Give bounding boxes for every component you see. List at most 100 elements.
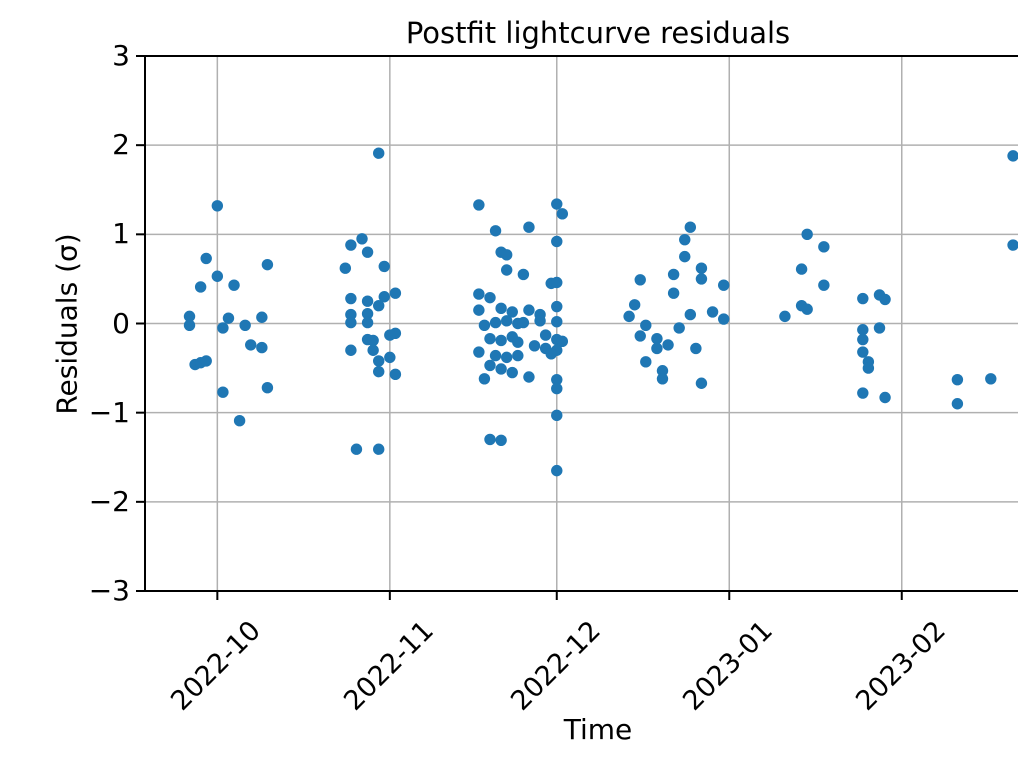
data-point (378, 291, 390, 303)
data-point (350, 443, 363, 455)
lightcurve-residuals-chart: Postfit lightcurve residuals Time Residu… (40, 16, 1018, 762)
data-point (495, 334, 507, 347)
data-point (717, 279, 730, 291)
data-point (373, 365, 385, 378)
data-point (862, 362, 875, 374)
data-point (517, 316, 530, 329)
data-point (200, 355, 212, 367)
data-point (500, 315, 513, 327)
data-point (667, 268, 680, 281)
data-point (373, 299, 385, 312)
data-point (673, 322, 685, 334)
data-point (367, 334, 379, 347)
data-point (345, 344, 357, 356)
data-point (879, 293, 891, 306)
data-point (795, 263, 808, 275)
x-axis-label: Time (563, 713, 633, 746)
data-point (489, 225, 502, 237)
data-point (873, 322, 886, 334)
data-point (523, 304, 535, 316)
data-point (545, 348, 557, 360)
data-point (183, 310, 196, 323)
data-point (484, 359, 496, 372)
data-point (656, 373, 669, 385)
data-point (1007, 150, 1018, 162)
data-point (551, 464, 563, 477)
y-tick-label: 1 (112, 217, 130, 251)
data-point (345, 239, 357, 251)
data-point (345, 316, 357, 329)
data-point (506, 306, 518, 318)
data-point (857, 324, 869, 336)
data-point (679, 250, 691, 263)
data-point (194, 281, 207, 293)
data-point (484, 332, 496, 345)
data-point (857, 346, 869, 358)
data-point (857, 333, 869, 346)
data-point (473, 304, 485, 316)
data-point (1007, 239, 1018, 251)
data-point (695, 377, 708, 389)
data-point (528, 340, 541, 352)
data-point (183, 319, 196, 331)
data-point (345, 292, 357, 305)
data-point (222, 312, 235, 324)
data-point (512, 349, 524, 362)
data-point (640, 319, 652, 331)
data-point (551, 316, 563, 328)
data-point (551, 276, 563, 289)
y-tick-label: −3 (88, 574, 130, 607)
y-tick-label: −1 (88, 395, 130, 429)
data-point (623, 310, 635, 323)
data-point (356, 233, 368, 245)
data-point (373, 355, 385, 367)
data-point (495, 434, 507, 447)
data-point (361, 246, 374, 258)
data-point (367, 344, 379, 356)
data-point (361, 316, 374, 329)
data-point (233, 414, 246, 427)
data-point (473, 346, 485, 358)
data-point (951, 373, 964, 386)
data-point (261, 382, 274, 394)
data-point (628, 299, 641, 311)
data-point (217, 386, 229, 398)
data-point (495, 363, 507, 375)
data-point (801, 303, 813, 315)
data-point (634, 330, 646, 342)
data-point (634, 274, 646, 286)
y-tick-label: 2 (112, 128, 130, 162)
data-point (484, 433, 496, 446)
data-point (239, 319, 251, 331)
data-point (500, 249, 513, 261)
data-point (651, 342, 663, 355)
data-point (506, 366, 518, 379)
data-point (706, 306, 719, 318)
data-point (551, 300, 563, 313)
data-point (489, 316, 502, 329)
data-point (539, 329, 552, 341)
data-point (261, 258, 274, 271)
data-point (667, 287, 680, 299)
data-point (384, 329, 396, 341)
data-point (217, 322, 229, 334)
data-point (551, 409, 563, 422)
data-point (200, 252, 212, 265)
data-point (523, 371, 535, 383)
data-point (951, 398, 964, 410)
data-point (339, 262, 352, 274)
y-tick-label: −2 (88, 484, 130, 518)
data-point (684, 308, 697, 321)
data-point (551, 373, 563, 386)
y-tick-label: 3 (112, 39, 130, 72)
data-point (489, 349, 502, 362)
y-tick-label: 0 (112, 306, 130, 340)
data-point (256, 341, 268, 354)
data-point (478, 373, 491, 385)
data-point (500, 264, 513, 276)
data-point (551, 198, 563, 210)
data-point (517, 268, 530, 281)
data-point (373, 147, 385, 159)
data-point (378, 260, 390, 273)
data-point (779, 310, 791, 323)
